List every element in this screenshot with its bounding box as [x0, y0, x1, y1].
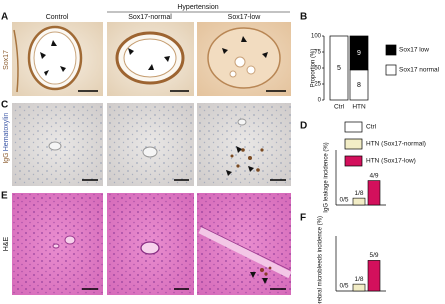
micrograph — [12, 193, 103, 295]
micrograph — [107, 193, 194, 295]
panel-label: A — [1, 12, 8, 23]
y-tick-label: 50 — [314, 66, 321, 72]
column-header: Sox17-normal — [128, 14, 172, 21]
value-label: 5/9 — [369, 252, 378, 259]
value-label: 4/9 — [369, 172, 378, 179]
micrograph — [12, 103, 103, 186]
legend-swatch — [385, 64, 397, 76]
panel-label: E — [1, 191, 8, 202]
row-label: H&E — [3, 236, 10, 251]
legend-swatch — [344, 121, 363, 133]
row-label: Sox17 — [3, 50, 10, 70]
micrograph — [12, 22, 103, 96]
y-tick-label: 75 — [314, 50, 321, 56]
legend-label: HTN (Sox17-normal) — [366, 141, 426, 148]
y-axis-label: Cerebral microbleeds incidence (%) — [318, 216, 324, 304]
row-label: Hematoxylin — [3, 113, 10, 152]
micrograph — [107, 103, 194, 186]
value-label: 1/8 — [354, 190, 363, 197]
column-header: Control — [46, 14, 69, 21]
value-label: 0/5 — [339, 197, 348, 204]
row-label: IgG — [3, 152, 10, 163]
x-tick-label: HTN — [352, 104, 366, 111]
legend-label: HTN (Sox17-low) — [366, 158, 416, 165]
column-header: Sox17-low — [228, 14, 262, 21]
micrograph — [197, 103, 291, 186]
legend-label: Ctrl — [366, 124, 377, 131]
legend-swatch — [344, 155, 363, 167]
y-axis-label: IgG leakage incidence (%) — [324, 142, 330, 212]
legend-swatch — [385, 44, 397, 56]
group-header: Hypertension — [177, 4, 218, 11]
micrograph — [107, 22, 194, 96]
segment-count: 9 — [357, 50, 361, 57]
panel-label: F — [300, 213, 306, 224]
y-axis-label: Proportion (%) — [311, 49, 317, 88]
legend-swatch — [344, 138, 363, 150]
legend-label: Sox17 normal — [399, 67, 440, 74]
panel-label: D — [300, 121, 307, 132]
micrograph — [197, 22, 291, 96]
bar-segment — [349, 35, 369, 71]
bar — [367, 260, 381, 292]
value-label: 0/5 — [339, 283, 348, 290]
y-tick-label: 100 — [311, 34, 322, 40]
bar — [367, 180, 381, 206]
legend-label: Sox17 low — [399, 47, 429, 54]
bar — [352, 197, 366, 206]
panel-label: B — [300, 12, 307, 23]
value-label: 1/8 — [354, 276, 363, 283]
bar-segment — [329, 35, 349, 101]
segment-count: 5 — [337, 65, 341, 72]
y-tick-label: 25 — [314, 82, 321, 88]
bar — [352, 283, 366, 292]
y-tick-label: 0 — [318, 98, 322, 104]
panel-label: C — [1, 100, 8, 111]
x-tick-label: Ctrl — [334, 104, 345, 111]
micrograph — [197, 193, 292, 295]
segment-count: 8 — [357, 82, 361, 89]
